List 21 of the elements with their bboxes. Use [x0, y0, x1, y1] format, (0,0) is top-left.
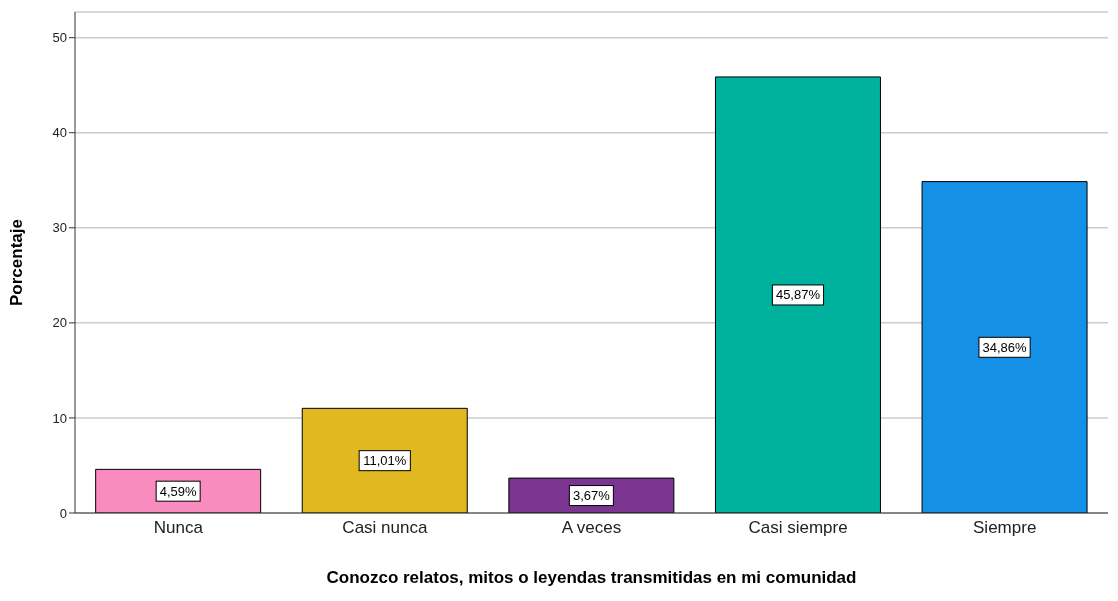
- y-tick-label: 10: [52, 410, 67, 426]
- x-tick-label: Nunca: [153, 518, 204, 538]
- x-tick-label: Siempre: [973, 518, 1037, 538]
- x-axis-title: Conozco relatos, mitos o leyendas transmitidas en mi comunidad: [326, 568, 857, 587]
- y-tick-label: 50: [52, 30, 67, 46]
- bar: [301, 407, 468, 513]
- y-tick-label: 40: [52, 125, 67, 141]
- bar: [714, 76, 881, 513]
- bar: [921, 181, 1088, 513]
- y-axis-title: Porcentaje: [7, 219, 27, 306]
- data-label: 11,01%: [363, 453, 407, 469]
- x-tick-label: Casi nunca: [342, 518, 428, 538]
- data-label: 34,86%: [982, 339, 1028, 355]
- y-tick-label: 20: [52, 315, 67, 331]
- y-tick-label: 0: [59, 505, 67, 521]
- data-label: 45,87%: [775, 287, 821, 303]
- data-label: 3,67%: [572, 488, 611, 504]
- x-tick-label: Casi siempre: [748, 518, 848, 538]
- x-tick-label: A veces: [561, 518, 622, 538]
- data-label: 4,59%: [159, 483, 198, 499]
- y-tick-label: 30: [52, 220, 67, 236]
